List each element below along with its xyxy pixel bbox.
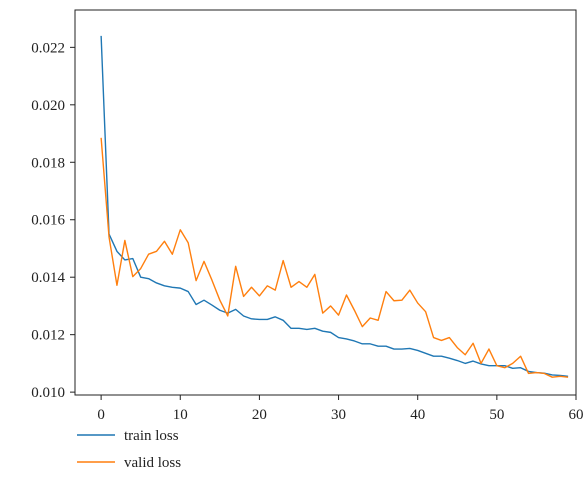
series-layer — [100, 35, 569, 378]
y-tick-label: 0.012 — [31, 328, 65, 344]
x-tick-label: 30 — [331, 407, 346, 423]
legend: train loss valid loss — [77, 428, 181, 471]
x-tick-label: 20 — [252, 407, 267, 423]
legend-label-train: train loss — [124, 428, 179, 444]
y-tick-label: 0.022 — [31, 40, 65, 56]
x-axis: 0 10 20 30 40 50 60 — [97, 395, 584, 423]
y-tick-label: 0.020 — [31, 98, 65, 114]
y-tick-label: 0.014 — [31, 270, 65, 286]
y-tick-label: 0.018 — [31, 155, 65, 171]
x-tick-label: 10 — [173, 407, 188, 423]
x-tick-label: 60 — [569, 407, 584, 423]
plot-frame — [74, 9, 577, 396]
legend-label-valid: valid loss — [124, 455, 181, 471]
y-axis: 0.010 0.012 0.014 0.016 0.018 0.020 0.022 — [31, 40, 75, 401]
x-tick-label: 50 — [489, 407, 504, 423]
x-tick-label: 0 — [97, 407, 105, 423]
series-line-valid-loss — [100, 137, 569, 378]
series-line-train-loss — [100, 35, 569, 378]
y-tick-label: 0.010 — [31, 385, 65, 401]
y-tick-label: 0.016 — [31, 213, 65, 229]
x-tick-label: 40 — [410, 407, 425, 423]
